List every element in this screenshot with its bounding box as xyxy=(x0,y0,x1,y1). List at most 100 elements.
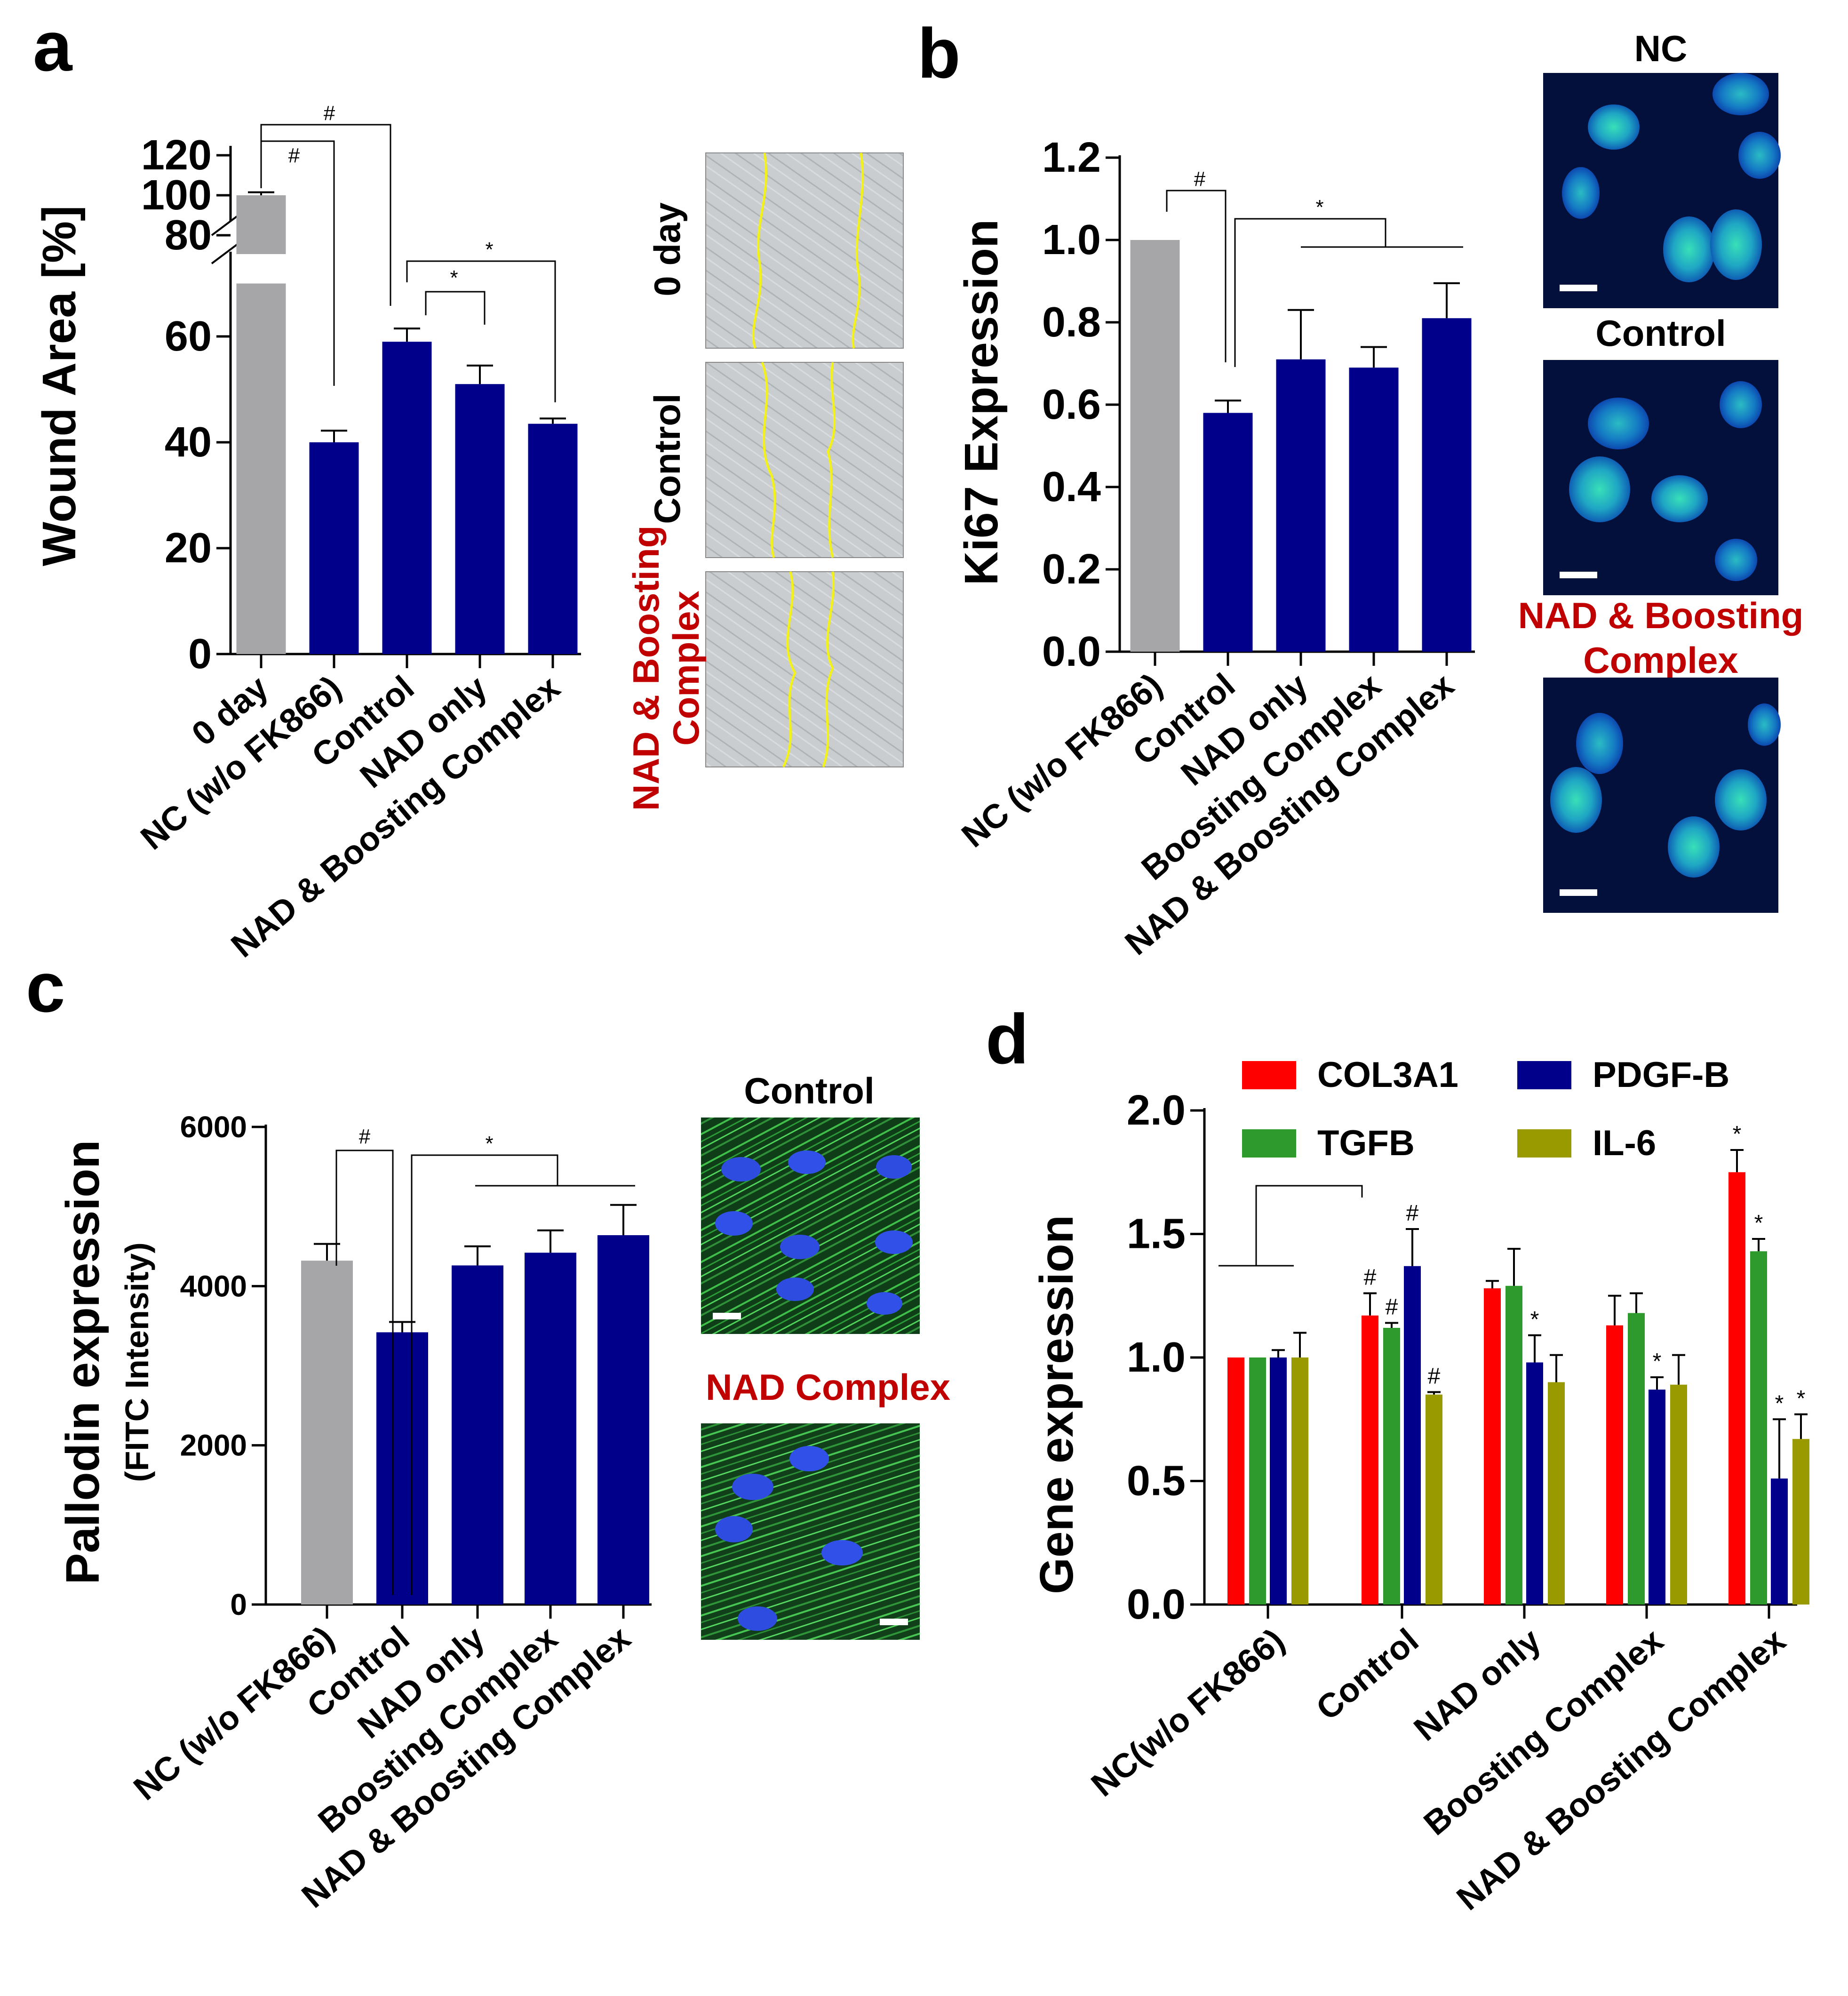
sig-bracket-3 xyxy=(425,291,486,325)
sig-label-2: * xyxy=(1315,196,1323,219)
bar-COL3A1-0 xyxy=(1227,1357,1244,1605)
sig-label-2: * xyxy=(485,1132,493,1155)
image-label-0day: 0 day xyxy=(646,202,688,296)
y-tick-label-0: 0 xyxy=(230,1588,247,1621)
bar-0 xyxy=(301,1261,353,1605)
y-tick-label-100: 100 xyxy=(141,172,212,219)
bar-PDGF-B-3 xyxy=(1649,1389,1665,1605)
bar-IL-6-2 xyxy=(1548,1382,1565,1605)
sig-label-3: * xyxy=(450,266,458,289)
bar-4 xyxy=(1422,318,1472,652)
palladin-image-nad-complex xyxy=(701,1423,920,1640)
bar-TGFB-4 xyxy=(1750,1251,1767,1605)
bar-1 xyxy=(376,1332,428,1605)
panel-letter-c: c xyxy=(26,948,65,1027)
y-tick-label-1.0: 1.0 xyxy=(1042,216,1101,263)
y-axis-title: Ki67 Expression xyxy=(955,219,1008,585)
bar-IL-6-1 xyxy=(1426,1394,1442,1605)
sig-mark-TGFB-4: * xyxy=(1754,1211,1763,1236)
bar-TGFB-2 xyxy=(1505,1285,1522,1605)
sig-bracket-2 xyxy=(411,1154,558,1595)
sig-label-4: * xyxy=(485,238,493,261)
sig-bracket-2 xyxy=(260,124,391,306)
y-tick-label-4000: 4000 xyxy=(180,1269,247,1303)
sig-bracket-4 xyxy=(406,260,556,402)
y-tick-label-20: 20 xyxy=(165,525,212,572)
legend-label-TGFB: TGFB xyxy=(1317,1123,1415,1163)
y-tick-label-6000: 6000 xyxy=(180,1110,247,1144)
bar-PDGF-B-1 xyxy=(1404,1266,1421,1605)
chart-d: 0.0 0.5 1.0 1.5 2.0 Gene expression # * # * # * * * # *… xyxy=(1030,1055,1809,1917)
y-axis-subtitle: (FITC Intensity) xyxy=(119,1242,155,1482)
ki67-image-control xyxy=(1543,360,1778,595)
image-label-nc: NC xyxy=(1634,28,1688,69)
y-tick-label-40: 40 xyxy=(165,419,212,466)
scratch-image-nad-boosting xyxy=(705,571,904,768)
sig-mark-PDGF-B-2: * xyxy=(1530,1307,1539,1332)
y-tick-label-0.6: 0.6 xyxy=(1042,381,1101,428)
image-label-control-b: Control xyxy=(1595,312,1726,354)
bar-3 xyxy=(525,1253,576,1605)
panel-letter-b: b xyxy=(917,14,961,93)
legend-label-IL-6: IL-6 xyxy=(1593,1123,1656,1163)
panel-letter-a: a xyxy=(33,7,73,86)
panel-letter-d: d xyxy=(986,999,1029,1078)
sig-bracket-1 xyxy=(335,1150,394,1595)
y-tick-label-0.0: 0.0 xyxy=(1127,1581,1186,1628)
bar-COL3A1-2 xyxy=(1484,1288,1501,1605)
x-tick-label-0: NC (w/o FK866) xyxy=(955,666,1169,855)
sig-label-1: # xyxy=(1194,168,1206,191)
bar-TGFB-1 xyxy=(1383,1328,1400,1605)
sig-mark-PDGF-B-3: * xyxy=(1653,1349,1662,1374)
y-axis-title: Gene expression xyxy=(1030,1215,1083,1594)
y-tick-label-1.2: 1.2 xyxy=(1042,134,1101,181)
y-tick-label-0: 0 xyxy=(188,631,212,678)
y-tick-label-60: 60 xyxy=(165,313,212,360)
bar-TGFB-3 xyxy=(1628,1313,1645,1605)
bar-1 xyxy=(1203,413,1253,652)
sig-mark-IL-6-4: * xyxy=(1797,1386,1806,1411)
y-axis-title: Wound Area [%] xyxy=(33,206,86,567)
bar-TGFB-0 xyxy=(1249,1357,1266,1605)
sig-bracket-2 xyxy=(1234,218,1386,367)
scratch-image-control xyxy=(705,362,904,558)
y-axis-title: Pallodin expression xyxy=(56,1140,109,1585)
bar-PDGF-B-0 xyxy=(1270,1357,1287,1605)
bar-PDGF-B-4 xyxy=(1771,1478,1788,1605)
image-label-nad-boosting-b: NAD & Boosting xyxy=(1518,595,1804,636)
chart-c: 0 2000 4000 6000 Pallodin expression (FITC In… xyxy=(56,1110,652,1915)
sig-mark-TGFB-1: # xyxy=(1386,1295,1398,1320)
y-tick-label-1.0: 1.0 xyxy=(1127,1334,1186,1381)
ki67-image-nc xyxy=(1543,73,1781,308)
bar-PDGF-B-2 xyxy=(1526,1362,1543,1605)
y-tick-label-1.5: 1.5 xyxy=(1127,1211,1186,1258)
scratch-image-0day xyxy=(705,152,904,349)
palladin-image-control xyxy=(701,1118,920,1334)
x-tick-label-0: NC (w/o FK866) xyxy=(127,1619,341,1808)
bar-upper-0 xyxy=(236,195,286,254)
ki67-image-nad-boosting xyxy=(1543,678,1781,913)
bar-COL3A1-4 xyxy=(1729,1172,1745,1605)
sig-mark-PDGF-B-4: * xyxy=(1775,1391,1784,1416)
legend-swatch-PDGF-B xyxy=(1517,1061,1571,1089)
sig-label-2: # xyxy=(324,102,335,125)
y-tick-label-80: 80 xyxy=(165,212,212,259)
sig-mark-IL-6-1: # xyxy=(1428,1364,1441,1389)
legend-label-PDGF-B: PDGF-B xyxy=(1593,1055,1729,1095)
y-tick-label-0.0: 0.0 xyxy=(1042,628,1101,675)
bar-1 xyxy=(309,442,359,654)
bar-COL3A1-3 xyxy=(1606,1325,1623,1605)
bar-2 xyxy=(1276,359,1326,652)
bar-IL-6-4 xyxy=(1792,1439,1809,1605)
legend-swatch-TGFB xyxy=(1242,1129,1296,1158)
legend-swatch-COL3A1 xyxy=(1242,1061,1296,1089)
sig-mark-COL3A1-1: # xyxy=(1364,1265,1377,1290)
bar-2 xyxy=(452,1265,503,1605)
image-label-nad-complex: NAD Complex xyxy=(706,1366,950,1408)
image-label-complex-a: Complex xyxy=(665,591,707,745)
y-tick-label-0.8: 0.8 xyxy=(1042,299,1101,346)
y-tick-label-2000: 2000 xyxy=(180,1429,247,1462)
sig-mark-PDGF-B-1: # xyxy=(1406,1201,1419,1226)
